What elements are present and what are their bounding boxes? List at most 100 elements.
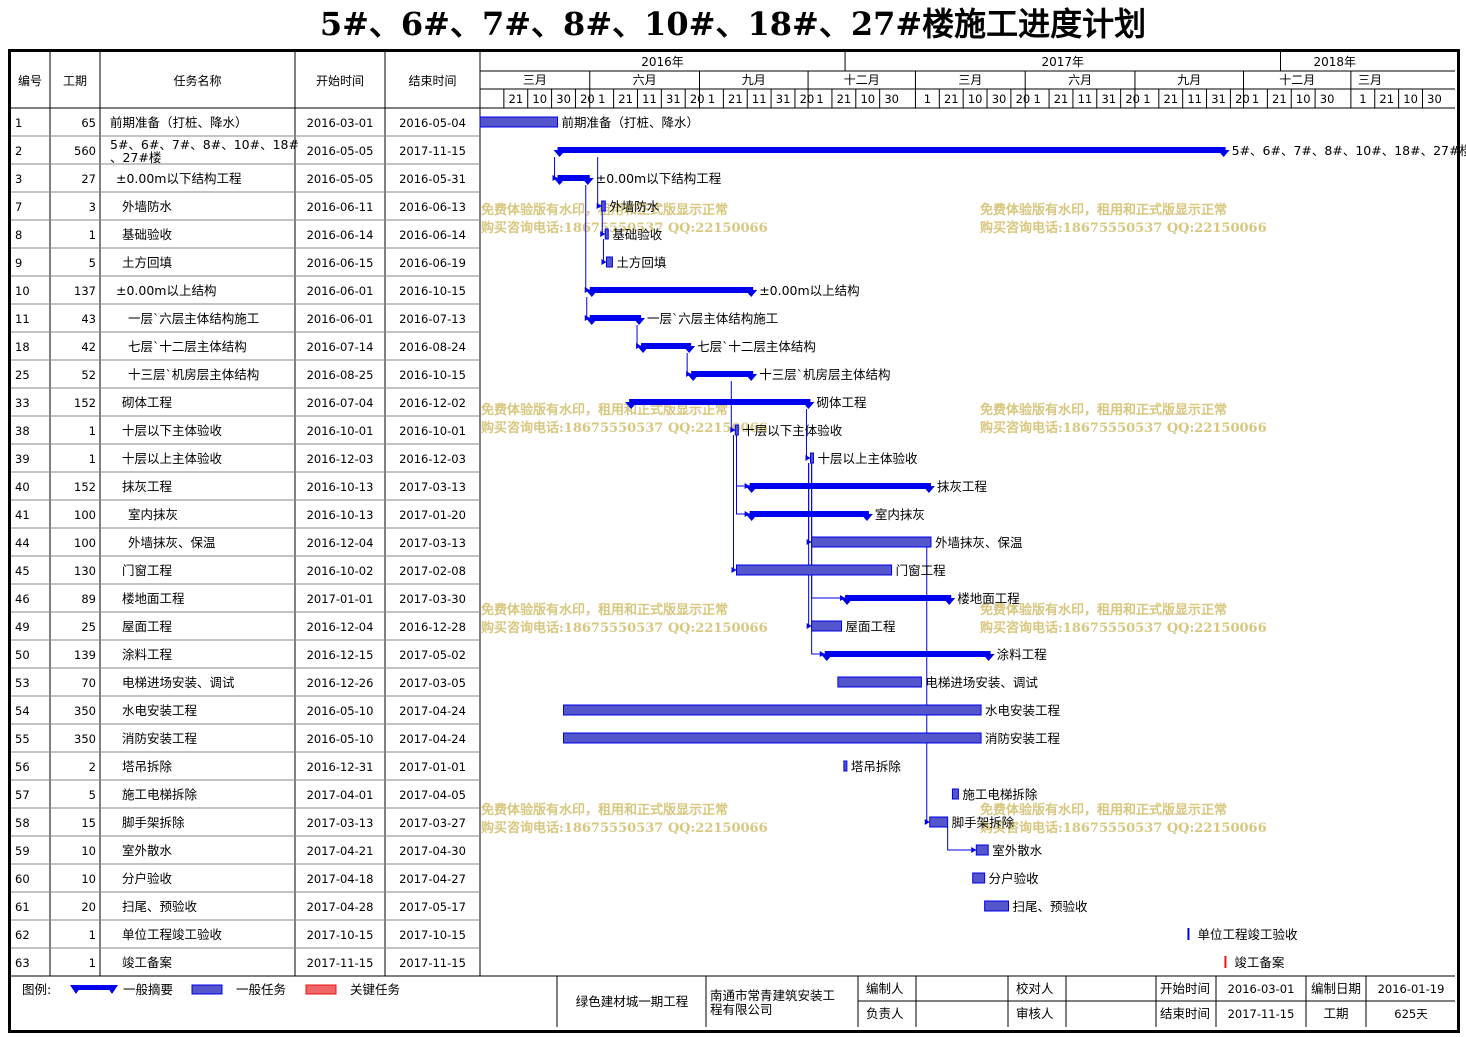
task-start: 2016-08-25 <box>307 368 374 382</box>
watermark-text: 免费体验版有水印，租用和正式版显示正常 <box>980 602 1227 618</box>
day-tick-label: 21 <box>618 92 633 106</box>
bar-label: ±0.00m以下结构工程 <box>596 171 722 186</box>
bar-label: 室外散水 <box>992 843 1043 858</box>
summary-bar <box>749 483 931 489</box>
task-duration: 350 <box>74 732 96 746</box>
task-end: 2016-05-04 <box>399 116 466 130</box>
task-id: 63 <box>15 956 30 970</box>
bar-label: 脚手架拆除 <box>952 815 1015 830</box>
task-end: 2016-10-15 <box>399 284 466 298</box>
summary-cap-end <box>802 402 815 409</box>
bar-label: 砌体工程 <box>816 395 867 410</box>
day-tick-label: 20 <box>690 92 705 106</box>
month-label: 十二月 <box>844 73 880 87</box>
task-start: 2017-04-28 <box>307 900 374 914</box>
summary-bar <box>845 595 952 601</box>
day-tick-label: 31 <box>776 92 791 106</box>
day-tick-label: 11 <box>1187 92 1202 106</box>
year-label: 2017年 <box>1042 55 1085 69</box>
legend-critical-label: 关键任务 <box>350 982 400 997</box>
task-name: 前期准备（打桩、降水） <box>110 115 248 130</box>
day-tick-label: 31 <box>1101 92 1116 106</box>
task-duration: 42 <box>81 340 96 354</box>
dependency-arrow <box>971 847 977 853</box>
task-duration: 5 <box>89 256 96 270</box>
task-name: 室内抹灰 <box>128 507 178 522</box>
end-value: 2017-11-15 <box>1228 1007 1295 1021</box>
task-duration: 130 <box>74 564 96 578</box>
task-end: 2016-12-28 <box>399 620 466 634</box>
day-tick-label: 30 <box>1427 92 1442 106</box>
task-end: 2016-06-19 <box>399 256 466 270</box>
column-header-name: 任务名称 <box>173 73 221 88</box>
task-start: 2016-10-13 <box>307 480 374 494</box>
reviewer-label: 校对人 <box>1016 981 1054 996</box>
day-tick-label: 21 <box>1379 92 1394 106</box>
watermark-text: 免费体验版有水印，租用和正式版显示正常 <box>481 402 728 418</box>
task-end: 2016-12-03 <box>399 452 466 466</box>
task-bar <box>604 228 609 240</box>
bar-label: 消防安装工程 <box>985 731 1061 746</box>
task-bar <box>811 536 932 548</box>
task-id: 10 <box>15 284 30 298</box>
task-duration: 1 <box>89 228 96 242</box>
task-duration: 1 <box>89 928 96 942</box>
duration-label: 工期 <box>1323 1006 1348 1021</box>
year-label: 2016年 <box>641 55 684 69</box>
compiler-label: 编制人 <box>866 981 904 996</box>
summary-cap-start <box>585 318 598 325</box>
day-tick-label: 30 <box>556 92 571 106</box>
summary-cap-start <box>637 346 650 353</box>
task-id: 11 <box>15 312 30 326</box>
dependency-arrow <box>924 819 930 825</box>
task-duration: 70 <box>81 676 96 690</box>
dependency-arrow <box>806 623 812 629</box>
task-bar <box>563 704 982 716</box>
task-name: 七层`十二层主体结构 <box>128 339 247 354</box>
dependency-arrow <box>730 427 736 433</box>
task-duration: 52 <box>81 368 96 382</box>
task-duration: 350 <box>74 704 96 718</box>
task-start: 2016-06-14 <box>307 228 374 242</box>
task-id: 1 <box>15 116 22 130</box>
task-duration: 89 <box>81 592 96 606</box>
summary-bar <box>557 175 590 181</box>
summary-bar <box>557 147 1226 153</box>
day-tick-label: 20 <box>800 92 815 106</box>
task-duration: 10 <box>81 844 96 858</box>
task-bar <box>601 200 606 212</box>
task-bar <box>972 872 986 884</box>
bar-label: 5#、6#、7#、8#、10#、18#、27#楼 <box>1232 143 1466 158</box>
summary-cap-end <box>745 374 758 381</box>
day-tick-label: 10 <box>532 92 547 106</box>
bar-label: 电梯进场安装、调试 <box>925 675 1038 690</box>
day-tick-label: 1 <box>1359 92 1366 106</box>
day-tick-label: 1 <box>708 92 715 106</box>
task-start: 2016-05-10 <box>307 704 374 718</box>
watermark-text: 购买咨询电话:18675550537 QQ:22150066 <box>481 420 768 436</box>
task-end: 2017-10-15 <box>399 928 466 942</box>
task-name: 塔吊拆除 <box>122 759 173 774</box>
task-bar <box>843 760 848 772</box>
task-name: ±0.00m以上结构 <box>116 283 216 298</box>
bar-label: 室内抹灰 <box>875 507 925 522</box>
task-end: 2017-03-30 <box>399 592 466 606</box>
watermark-text: 购买咨询电话:18675550537 QQ:22150066 <box>980 420 1267 436</box>
legend-summary-cap <box>70 985 82 994</box>
bar-label: 一层`六层主体结构施工 <box>647 311 778 326</box>
task-start: 2016-10-02 <box>307 564 374 578</box>
task-name: 抹灰工程 <box>122 479 173 494</box>
day-tick-label: 21 <box>1163 92 1178 106</box>
dependency-arrow <box>601 259 607 265</box>
column-header-end: 结束时间 <box>408 74 456 88</box>
task-end: 2016-10-01 <box>399 424 466 438</box>
day-tick-label: 10 <box>1296 92 1311 106</box>
task-start: 2016-06-01 <box>307 312 374 326</box>
task-id: 3 <box>15 172 22 186</box>
bar-label: 十层以上主体验收 <box>817 451 918 466</box>
task-bar <box>735 564 893 576</box>
month-label: 六月 <box>1068 73 1092 87</box>
task-duration: 1 <box>89 424 96 438</box>
task-name: 土方回填 <box>122 255 172 270</box>
